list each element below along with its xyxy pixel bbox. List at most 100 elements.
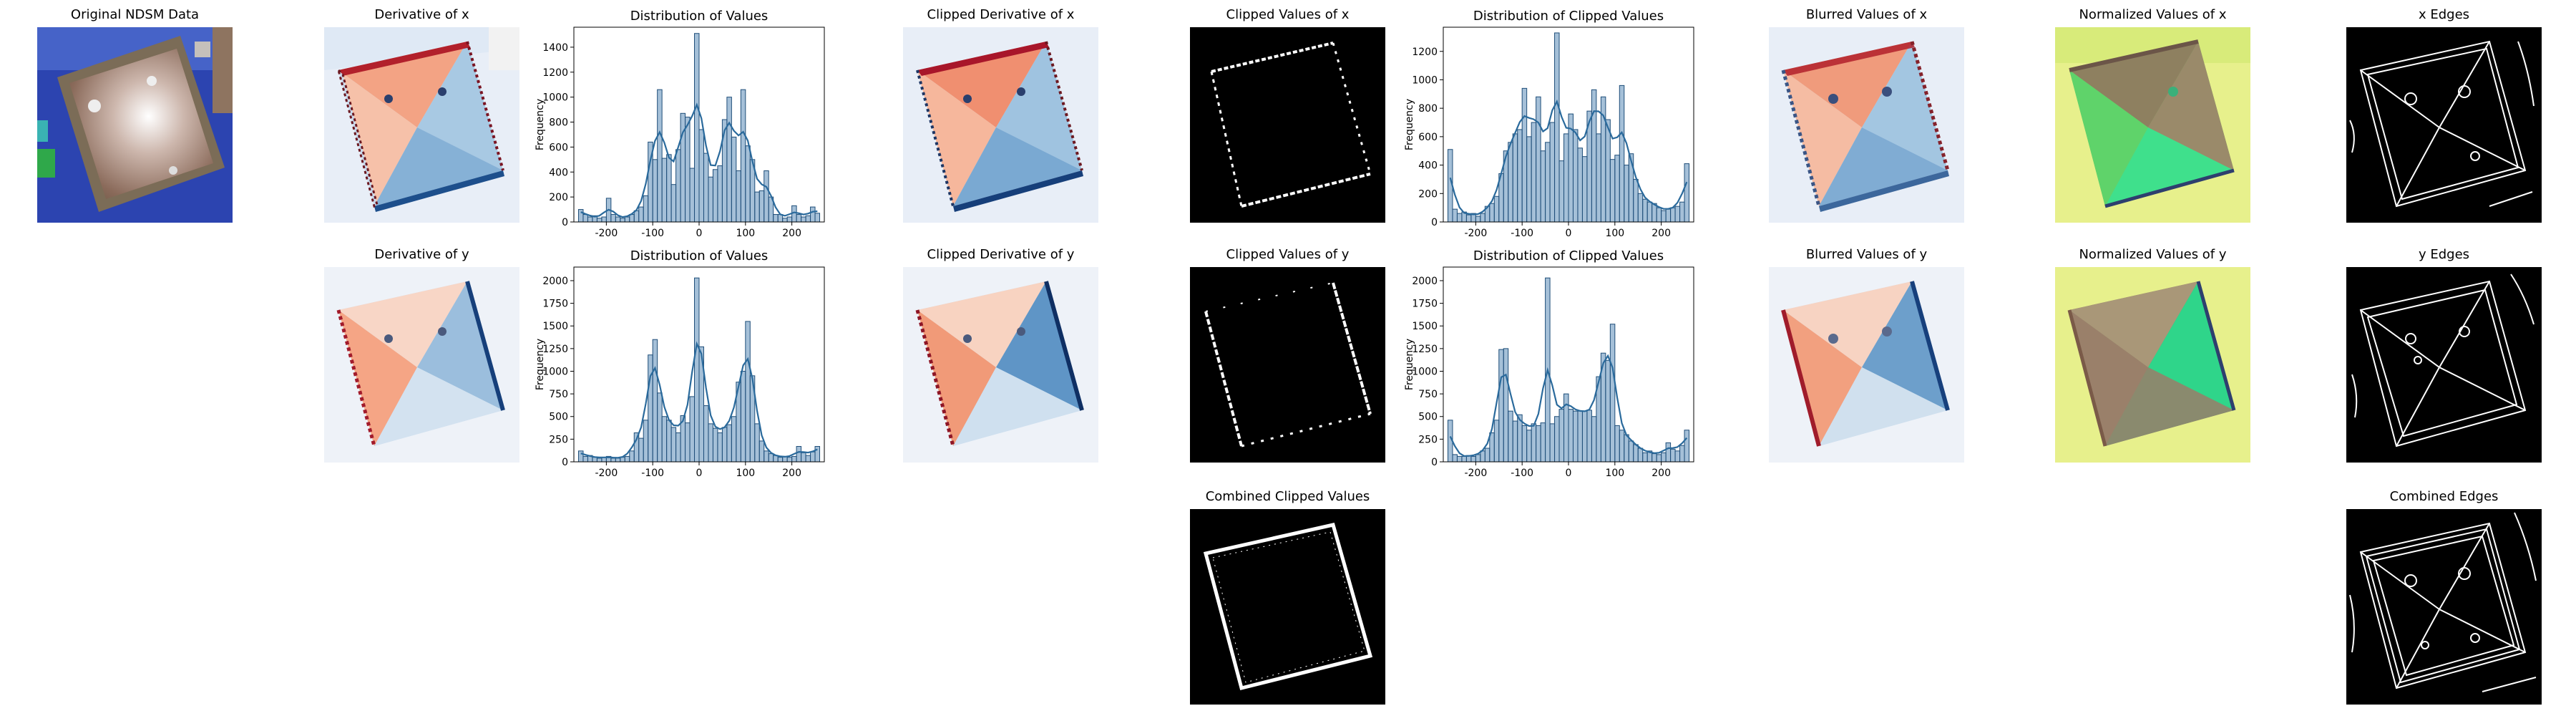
histogram-bar [694,277,700,463]
histogram-bar [670,184,677,223]
panel-combined-clipped: Combined Clipped Values [1190,489,1385,707]
histogram-bar [1489,432,1495,463]
histogram-bar [629,214,635,223]
histogram-bar [1554,32,1560,223]
histogram-bar [587,216,593,223]
histogram-bar [1670,448,1676,463]
x-tick-label: 100 [1605,228,1624,236]
y-tick-label: 0 [562,217,568,228]
y-tick-label: 1500 [542,321,568,332]
y-tick-label: 600 [1418,132,1438,143]
histogram-bar [615,458,621,463]
x-tick-label: -200 [1464,228,1487,236]
y-tick-label: 0 [1431,217,1438,228]
histogram-distribution-y: Distribution of Values Frequency -200 -100 0… [535,248,825,479]
histogram-bar [740,370,746,463]
histogram-bar [1536,425,1541,463]
histogram-bar [745,145,751,223]
kde-curve [580,341,818,459]
histogram-bar [1549,423,1556,463]
panel-title: Clipped Values of y [1226,247,1350,262]
panel-title: Blurred Values of x [1805,7,1928,22]
histogram-bar [1568,409,1574,463]
histogram-distribution-x: Distribution of Values Frequency -200 -100 0… [535,9,825,239]
panel-title: Clipped Values of x [1226,7,1350,22]
histogram-bar [805,455,811,463]
histogram-bar [1679,201,1685,223]
histogram-bar [726,97,732,223]
histogram-bar [1489,203,1495,223]
histogram-bar [685,117,691,223]
histogram-bar [624,455,630,463]
histogram-bar [661,416,668,463]
y-tick-label: 1750 [542,299,568,310]
histogram-bar [810,206,816,223]
histogram-distribution-clipped-x: Distribution of Clipped Values Frequency -… [1404,9,1694,239]
histogram-bar [758,190,765,223]
y-tick-label: 250 [549,434,568,445]
histogram-bar [1508,410,1513,463]
histogram-bar [1493,195,1500,223]
x-tick-label: 100 [1605,468,1624,476]
panel-derivative-y: Derivative of y [324,247,519,465]
histogram-bar [1674,450,1681,463]
histogram-bar [582,214,588,223]
histogram-bar [1614,425,1620,463]
x-tick-label: 0 [1566,228,1572,236]
histogram-bar [1536,96,1541,223]
derivative-x-image [324,27,519,223]
y-axis-label: Frequency [1404,339,1415,390]
combined-edges-image [2346,509,2542,705]
panel-normalized-y: Normalized Values of y [2055,247,2250,465]
histogram-bar [577,450,584,463]
x-tick-label: 100 [736,228,755,236]
histogram-bar [712,169,718,223]
histogram-bar [1619,430,1625,463]
y-tick-label: 800 [1418,103,1438,115]
panel-derivative-x: Derivative of x [324,7,519,226]
histogram-bar [1526,136,1532,223]
histogram-bar [1609,159,1616,223]
histogram-bar [1521,87,1528,223]
histogram-bar [801,216,806,223]
histogram-bar [648,354,653,463]
histogram-bar [1661,452,1667,463]
histogram-bar [689,168,696,223]
histogram-bar [657,89,663,223]
histogram-bar [786,457,793,463]
histogram-bar [721,427,728,463]
panel-clipped-values-y: Clipped Values of y [1190,247,1385,465]
combined-clipped-image [1190,509,1385,705]
x-tick-label: -100 [1511,228,1533,236]
x-tick-label: -200 [595,468,618,476]
y-tick-label: 800 [549,117,568,129]
histogram-bar [1646,201,1653,223]
histogram-bar [666,154,672,223]
histogram-bar [791,455,797,463]
blurred-x-image [1769,27,1964,223]
histogram-bar [1656,454,1662,463]
histogram-bar [1596,133,1601,223]
histogram-bar [1521,425,1528,463]
y-tick-label: 1250 [542,344,568,355]
histogram-bar [712,427,718,463]
panel-blurred-x: Blurred Values of x [1769,7,1964,226]
histogram-bar [1665,208,1672,223]
x-tick-label: 0 [696,228,703,236]
histogram-bar [773,214,779,223]
x-tick-label: 0 [696,468,703,476]
histogram-bar [1642,452,1648,463]
histogram-bar [1452,208,1458,223]
histogram-bar [661,158,668,223]
x-tick-label: 200 [1652,228,1671,236]
clipped-derivative-y-image [903,267,1098,463]
y-tick-label: 500 [1418,412,1438,423]
histogram-bar [1456,213,1463,223]
histogram-bar [1581,410,1588,463]
y-axis-label: Frequency [535,99,546,150]
chart-title: Distribution of Clipped Values [1473,9,1664,24]
histogram-bar [1642,198,1648,223]
histogram-bar [670,427,677,463]
histogram-bar [1637,448,1644,463]
histogram-bar [610,214,616,223]
